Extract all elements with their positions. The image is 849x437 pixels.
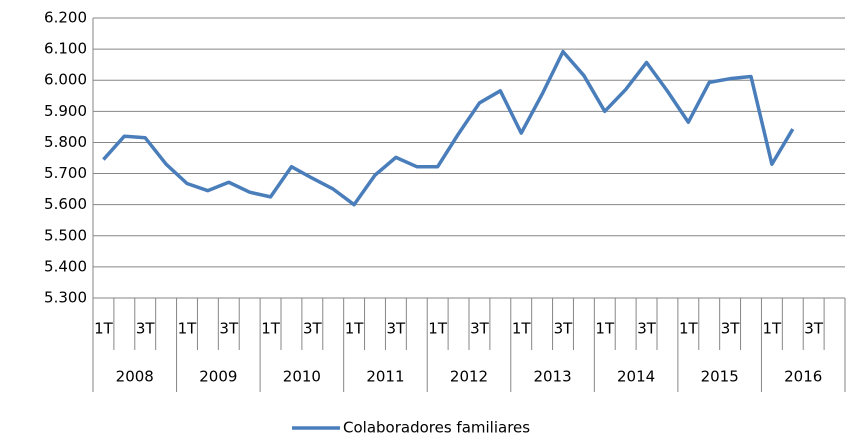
x-tick-label: 3T [637,320,657,338]
y-tick-label: 5.400 [44,257,87,275]
y-tick-label: 5.300 [44,289,87,307]
series-line [102,49,795,207]
y-tick-label: 5.700 [44,164,87,182]
x-tick-label: 3T [721,320,741,338]
x-tick-label: 1T [763,320,783,338]
x-tick-label: 1T [345,320,365,338]
x-tick-label: 3T [219,320,239,338]
x-tick-label: 1T [178,320,198,338]
year-label: 2009 [199,368,237,386]
year-label: 2012 [450,368,488,386]
x-tick-label: 3T [136,320,156,338]
y-tick-label: 5.900 [44,102,87,120]
y-tick-label: 6.000 [44,71,87,89]
x-tick-label: 1T [94,320,114,338]
y-tick-label: 5.500 [44,226,87,244]
y-tick-label: 5.800 [44,133,87,151]
x-tick-label: 1T [512,320,532,338]
y-tick-label: 6.100 [44,40,87,58]
y-tick-label: 6.200 [44,9,87,27]
x-tick-label: 1T [595,320,615,338]
year-label: 2015 [701,368,739,386]
y-tick-label: 5.600 [44,195,87,213]
x-tick-label: 3T [303,320,323,338]
year-label: 2016 [784,368,822,386]
legend-label: Colaboradores familiares [343,419,530,437]
x-tick-label: 3T [470,320,490,338]
x-tick-label: 3T [387,320,407,338]
year-label: 2013 [533,368,571,386]
x-tick-label: 3T [554,320,574,338]
year-label: 2014 [617,368,655,386]
x-tick-label: 1T [679,320,699,338]
x-tick-label: 3T [804,320,824,338]
year-label: 2010 [283,368,321,386]
x-tick-label: 1T [261,320,281,338]
year-label: 2011 [366,368,404,386]
x-tick-label: 1T [428,320,448,338]
year-label: 2008 [116,368,154,386]
